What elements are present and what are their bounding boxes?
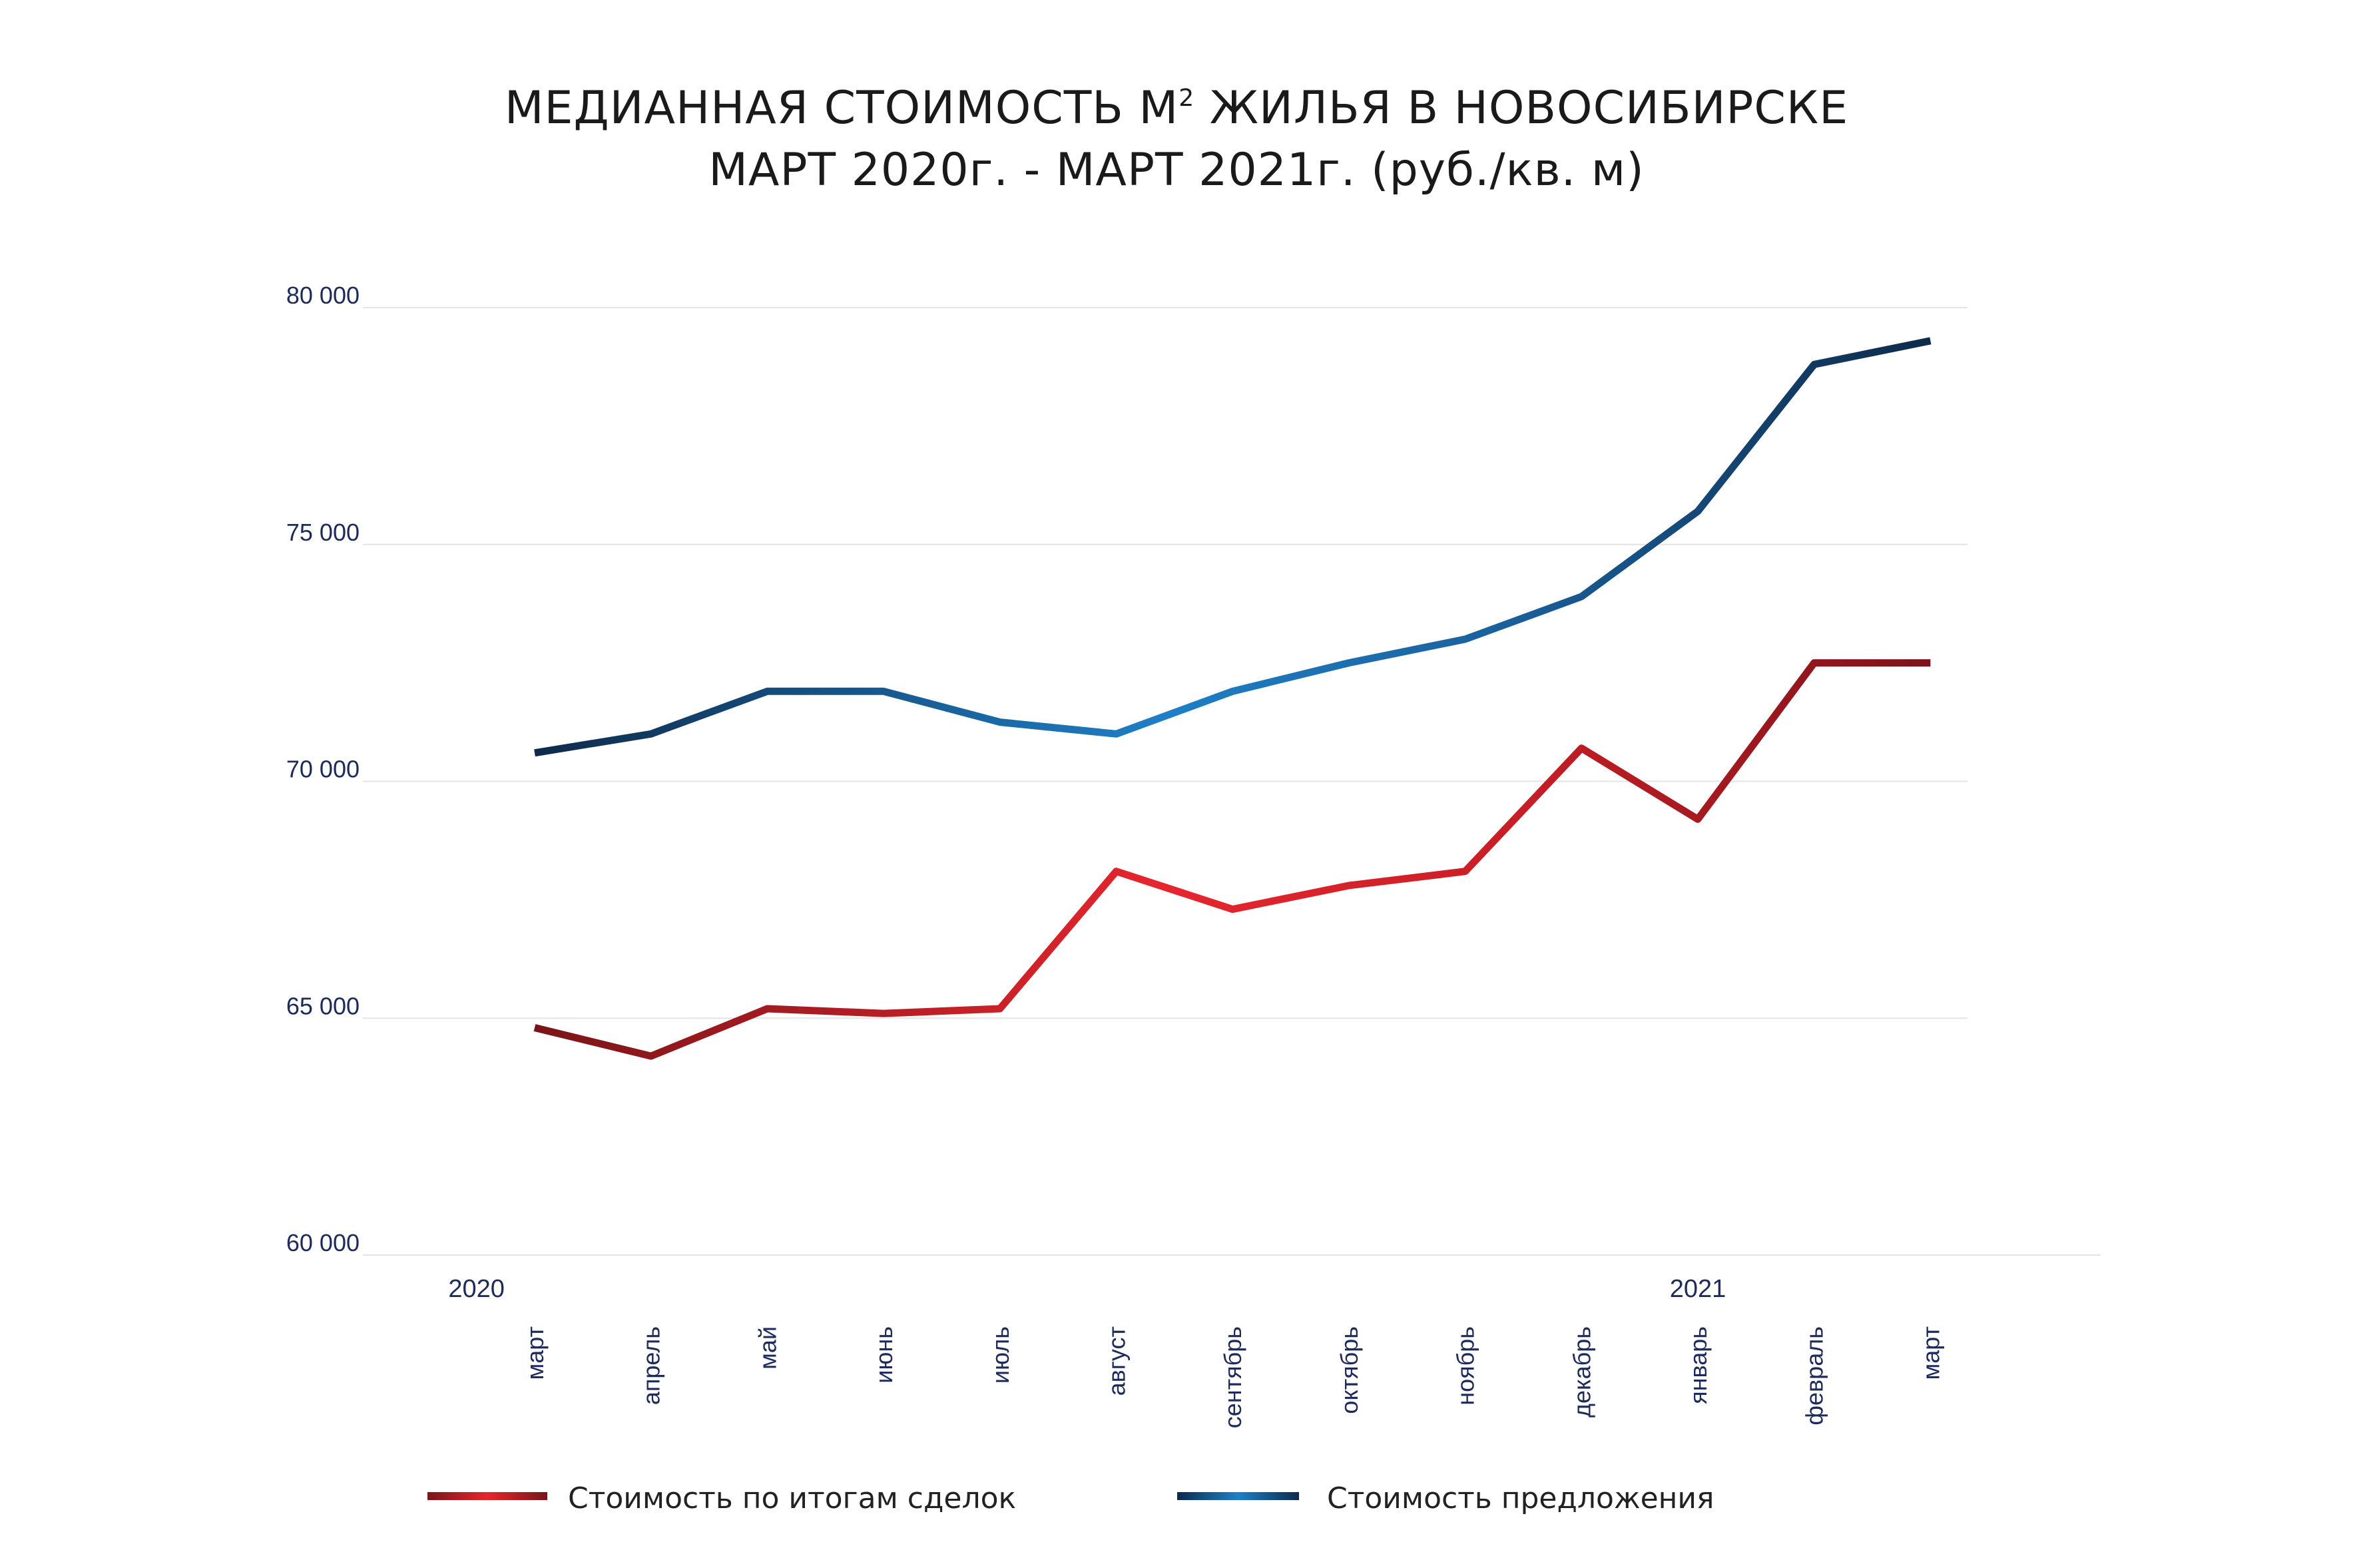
legend-swatch-offer [1177, 1492, 1299, 1500]
x-tick-label: март [1917, 1326, 1944, 1380]
x-tick-label: декабрь [1568, 1326, 1595, 1418]
grid-lines [363, 307, 2101, 1256]
x-tick-label: ноябрь [1452, 1326, 1479, 1406]
legend: Стоимость по итогам сделок Стоимость пре… [427, 1481, 1714, 1515]
year-label: 2021 [1670, 1275, 1726, 1303]
x-tick-label: август [1103, 1326, 1131, 1396]
y-tick-label: 75 000 [286, 519, 360, 546]
x-tick-label: январь [1685, 1326, 1712, 1404]
x-tick-label: май [754, 1326, 781, 1370]
y-tick-label: 80 000 [286, 282, 360, 309]
x-tick-label: апрель [638, 1326, 665, 1405]
x-tick-label: июль [987, 1326, 1014, 1384]
legend-swatch-deals [427, 1492, 547, 1500]
series-lines [533, 337, 1932, 1060]
legend-label-offer: Стоимость предложения [1327, 1481, 1714, 1515]
y-tick-label: 65 000 [286, 992, 360, 1019]
x-tick-label: март [521, 1326, 549, 1380]
legend-label-deals: Стоимость по итогам сделок [568, 1481, 1016, 1515]
x-tick-label: февраль [1801, 1326, 1828, 1426]
y-tick-label: 70 000 [286, 756, 360, 783]
x-tick-label: октябрь [1336, 1326, 1363, 1414]
y-axis-ticks: 60 000 65 000 70 000 75 000 80 000 [286, 282, 360, 1256]
y-tick-label: 60 000 [286, 1229, 360, 1256]
x-tick-label: июнь [870, 1326, 898, 1384]
series-line-deals [533, 659, 1931, 1060]
x-tick-label: сентябрь [1219, 1326, 1246, 1428]
chart-title-line2: МАРТ 2020г. - МАРТ 2021г. (руб./кв. м) [708, 144, 1644, 196]
series-line-offer [534, 337, 1932, 757]
chart-title-line1: МЕДИАННАЯ СТОИМОСТЬ М2 ЖИЛЬЯ В НОВОСИБИР… [505, 82, 1848, 134]
x-axis-ticks: март апрель май июнь июль август сентябрь октяб… [521, 1326, 1944, 1428]
year-labels: 2020 2021 [448, 1275, 1726, 1303]
year-label: 2020 [448, 1275, 505, 1303]
